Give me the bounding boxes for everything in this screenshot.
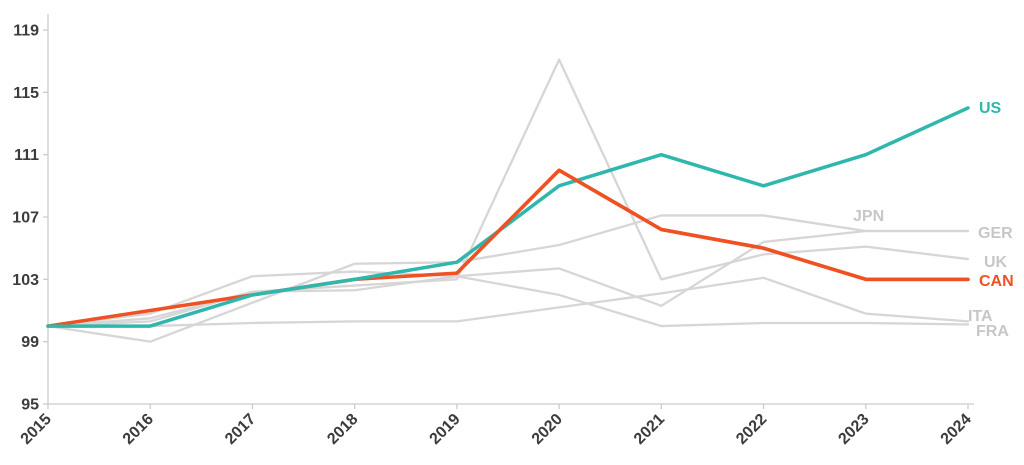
series-label-uk: UK <box>984 254 1008 271</box>
x-tick-label: 2024 <box>938 411 975 448</box>
series-line-us <box>46 106 970 328</box>
x-tick-label: 2023 <box>835 411 872 448</box>
y-tick-label: 95 <box>21 397 39 414</box>
y-tick-label: 99 <box>21 334 39 351</box>
x-tick-label: 2021 <box>631 411 668 448</box>
series-label-fra: FRA <box>976 323 1009 340</box>
series-label-ita: ITA <box>968 308 993 325</box>
series-line-uk <box>46 58 970 328</box>
x-tick-label: 2019 <box>427 411 464 448</box>
y-tick-label: 119 <box>13 23 39 40</box>
y-tick-label: 107 <box>12 210 39 227</box>
y-tick-label: 111 <box>14 147 39 164</box>
series-line-fra <box>46 275 970 328</box>
series-line-can <box>46 168 970 328</box>
series-label-jpn: JPN <box>853 208 884 225</box>
series-label-ger: GER <box>978 225 1013 242</box>
x-tick-label: 2022 <box>733 411 770 448</box>
series-label-can: CAN <box>979 273 1014 290</box>
x-tick-label: 2020 <box>529 411 566 448</box>
x-tick-label: 2015 <box>18 411 55 448</box>
x-tick-label: 2016 <box>120 411 157 448</box>
y-tick-label: 115 <box>13 85 39 102</box>
series-label-us: US <box>979 100 1002 117</box>
x-tick-label: 2018 <box>324 411 361 448</box>
series-line-jpn <box>46 214 970 343</box>
series-line-ger <box>46 229 970 328</box>
y-tick-label: 103 <box>12 272 39 289</box>
series-line-ita <box>46 276 970 328</box>
series-line-can-tail <box>455 168 970 282</box>
x-tick-label: 2017 <box>222 411 259 448</box>
